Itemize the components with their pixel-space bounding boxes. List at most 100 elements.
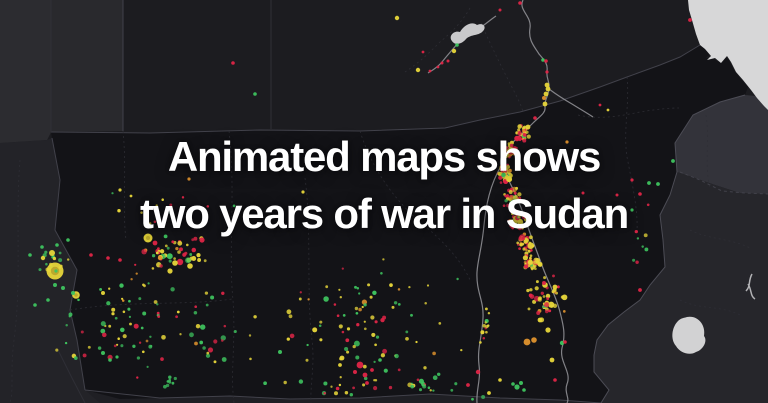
event-dot — [424, 301, 427, 305]
event-dot — [342, 314, 346, 317]
event-dot — [544, 59, 548, 63]
event-dot — [189, 332, 194, 338]
event-dot — [353, 370, 357, 374]
event-dot — [523, 264, 529, 269]
event-dot — [142, 283, 145, 287]
event-dot — [507, 142, 511, 146]
event-dot — [248, 334, 252, 337]
event-dot — [152, 240, 158, 246]
event-dot — [378, 358, 382, 362]
event-dot — [380, 272, 383, 275]
event-dot — [356, 323, 360, 327]
event-dot — [101, 351, 105, 355]
event-dot — [44, 250, 48, 254]
event-dot — [505, 146, 509, 150]
event-dot — [166, 380, 170, 383]
event-dot — [510, 210, 513, 213]
event-dot — [427, 386, 431, 389]
event-dot — [114, 316, 118, 320]
event-dot — [487, 311, 491, 315]
event-dot — [644, 247, 649, 252]
event-dot — [526, 134, 531, 139]
event-dot — [421, 50, 425, 54]
event-dot — [370, 315, 375, 320]
event-dot — [117, 208, 121, 213]
event-dot — [99, 287, 103, 291]
event-dot — [205, 353, 211, 358]
event-dot — [58, 251, 62, 255]
border-sudan-east — [593, 94, 746, 403]
event-dot — [498, 175, 503, 180]
event-dot — [206, 351, 210, 355]
event-dot — [529, 294, 535, 299]
event-dot — [358, 307, 362, 312]
event-dot — [142, 311, 147, 316]
event-dot — [542, 295, 546, 298]
event-dot — [426, 284, 430, 287]
event-dot — [415, 340, 418, 344]
event-dot — [513, 191, 517, 195]
event-dot — [169, 211, 173, 215]
event-dot — [561, 294, 568, 301]
event-dot — [522, 255, 528, 261]
event-dot — [97, 346, 102, 350]
event-dot — [556, 285, 560, 289]
event-dot — [111, 192, 114, 195]
event-dot — [454, 382, 458, 386]
event-dot — [519, 242, 523, 247]
event-dot — [341, 267, 344, 270]
event-dot — [552, 274, 555, 278]
event-dot — [394, 353, 399, 359]
admin-line — [359, 130, 471, 281]
event-dot — [533, 260, 537, 265]
event-dot — [163, 234, 168, 239]
event-dot — [537, 317, 543, 323]
event-dot — [221, 291, 225, 295]
event-dot — [512, 201, 515, 205]
event-dot — [111, 312, 115, 316]
event-dot — [151, 267, 155, 270]
border-eritrea-ethiopia — [679, 171, 768, 195]
event-dot — [138, 341, 142, 344]
event-dot — [319, 338, 323, 342]
event-dot — [132, 344, 136, 348]
red-sea — [688, 0, 768, 110]
event-dot — [450, 388, 454, 392]
event-dot — [189, 253, 193, 256]
event-dot — [318, 324, 322, 328]
admin-line — [625, 76, 638, 233]
event-dot — [146, 365, 149, 368]
event-dot — [89, 253, 93, 257]
event-dot — [635, 260, 639, 264]
event-dot — [541, 58, 545, 62]
event-dot — [504, 169, 508, 173]
event-dot — [534, 267, 537, 271]
event-dot — [432, 351, 436, 356]
event-dot — [529, 254, 533, 258]
white-nile-river — [476, 165, 502, 403]
event-dot — [354, 306, 359, 311]
event-dot — [202, 346, 206, 350]
event-dot — [542, 96, 546, 100]
event-dot — [499, 181, 503, 184]
event-dot — [524, 237, 528, 241]
event-dot — [106, 256, 110, 260]
event-dot — [191, 247, 197, 253]
event-dot — [356, 361, 364, 369]
event-dot — [484, 321, 487, 324]
event-dot — [356, 287, 360, 290]
event-dot — [73, 356, 78, 360]
event-dot — [429, 389, 432, 392]
event-dot — [345, 338, 350, 343]
event-dot — [40, 255, 46, 261]
event-dot — [163, 384, 167, 389]
event-dot — [408, 285, 411, 289]
event-dot — [482, 337, 486, 340]
event-dot — [517, 225, 522, 231]
event-dot — [58, 258, 63, 263]
event-dot — [166, 246, 170, 250]
event-dot — [166, 253, 173, 260]
event-dot — [220, 335, 226, 341]
event-dot — [517, 131, 522, 136]
